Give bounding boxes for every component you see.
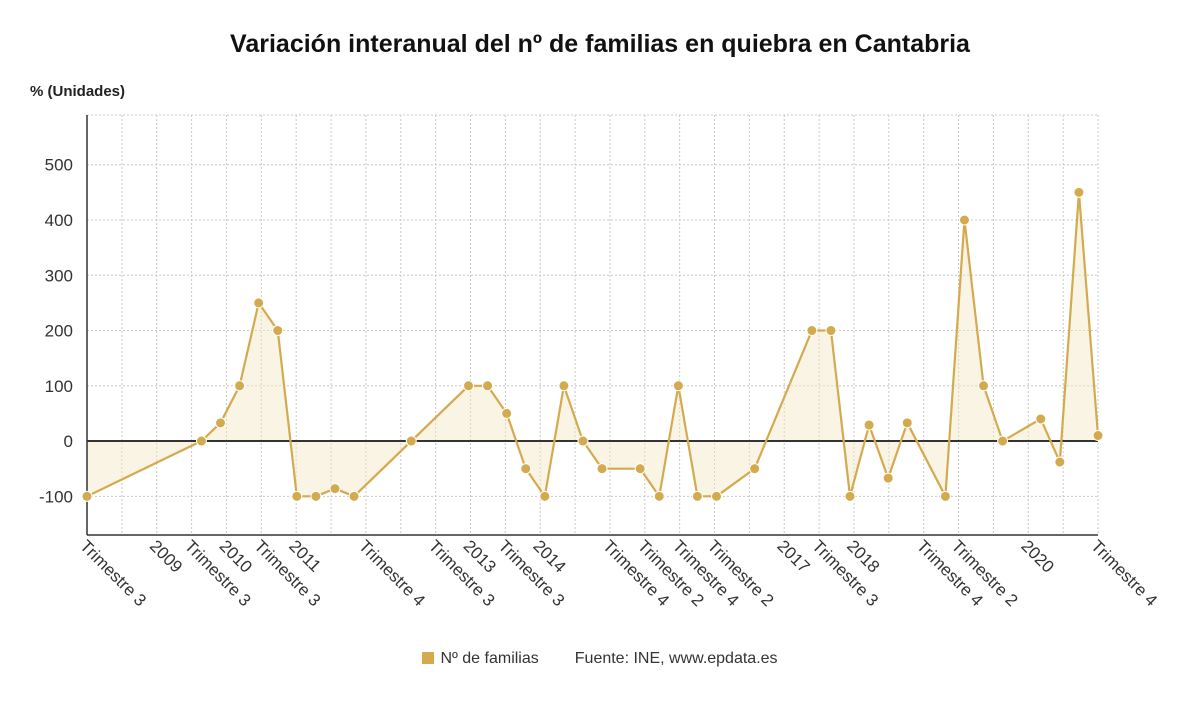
data-point (596, 463, 608, 475)
data-point (253, 297, 265, 309)
data-point (405, 435, 417, 447)
data-point (329, 483, 341, 495)
data-point (1073, 186, 1085, 198)
data-point (691, 490, 703, 502)
data-point (806, 325, 818, 337)
data-point (81, 490, 93, 502)
y-axis-unit-label: % (Unidades) (30, 83, 126, 100)
data-point (1035, 413, 1047, 425)
data-points (81, 186, 1104, 502)
data-point (291, 490, 303, 502)
data-point (272, 325, 284, 337)
data-point (958, 214, 970, 226)
data-point (844, 490, 856, 502)
data-point (634, 463, 646, 475)
data-point (653, 490, 665, 502)
data-point (939, 490, 951, 502)
y-tick-label: -100 (39, 487, 73, 506)
x-tick-label: Trimestre 4 (355, 536, 429, 610)
data-point (482, 380, 494, 392)
data-point (825, 325, 837, 337)
data-point (195, 435, 207, 447)
x-tick-label: 2020 (1017, 536, 1057, 576)
legend-swatch (422, 652, 435, 664)
legend: Nº de familias Fuente: INE, www.epdata.es (0, 650, 1200, 668)
x-tick-label: Trimestre 4 (1087, 536, 1161, 610)
x-tick-label: 2009 (146, 536, 186, 576)
data-point (310, 490, 322, 502)
y-tick-label: 500 (45, 156, 73, 175)
data-point (234, 380, 246, 392)
data-point (348, 490, 360, 502)
data-point (577, 435, 589, 447)
y-tick-label: 300 (45, 266, 73, 285)
data-point (749, 463, 761, 475)
x-tick-label: Trimestre 3 (76, 536, 150, 610)
axes (86, 115, 1098, 536)
data-point (1054, 456, 1066, 468)
y-tick-labels: -100 0 100 200 300 400 500 (39, 156, 73, 507)
data-point (215, 417, 227, 429)
y-tick-label: 100 (45, 377, 73, 396)
data-point (501, 407, 513, 419)
series-area (87, 192, 1098, 497)
data-point (672, 380, 684, 392)
data-point (901, 417, 913, 429)
data-point (863, 419, 875, 431)
legend-series-label: Nº de familias (440, 650, 539, 667)
data-point (539, 490, 551, 502)
data-point (520, 463, 532, 475)
data-point (710, 490, 722, 502)
data-point (882, 472, 894, 484)
data-point (1092, 430, 1104, 442)
data-point (463, 380, 475, 392)
y-tick-label: 400 (45, 211, 73, 230)
source-note: Fuente: INE, www.epdata.es (574, 650, 778, 667)
y-tick-label: 0 (64, 432, 73, 451)
area-fill (87, 192, 1098, 497)
x-tick-label: 2017 (773, 536, 813, 576)
y-tick-label: 200 (45, 322, 73, 341)
chart-title: Variación interanual del nº de familias … (230, 30, 970, 58)
data-point (997, 435, 1009, 447)
data-point (558, 380, 570, 392)
data-point (978, 380, 990, 392)
